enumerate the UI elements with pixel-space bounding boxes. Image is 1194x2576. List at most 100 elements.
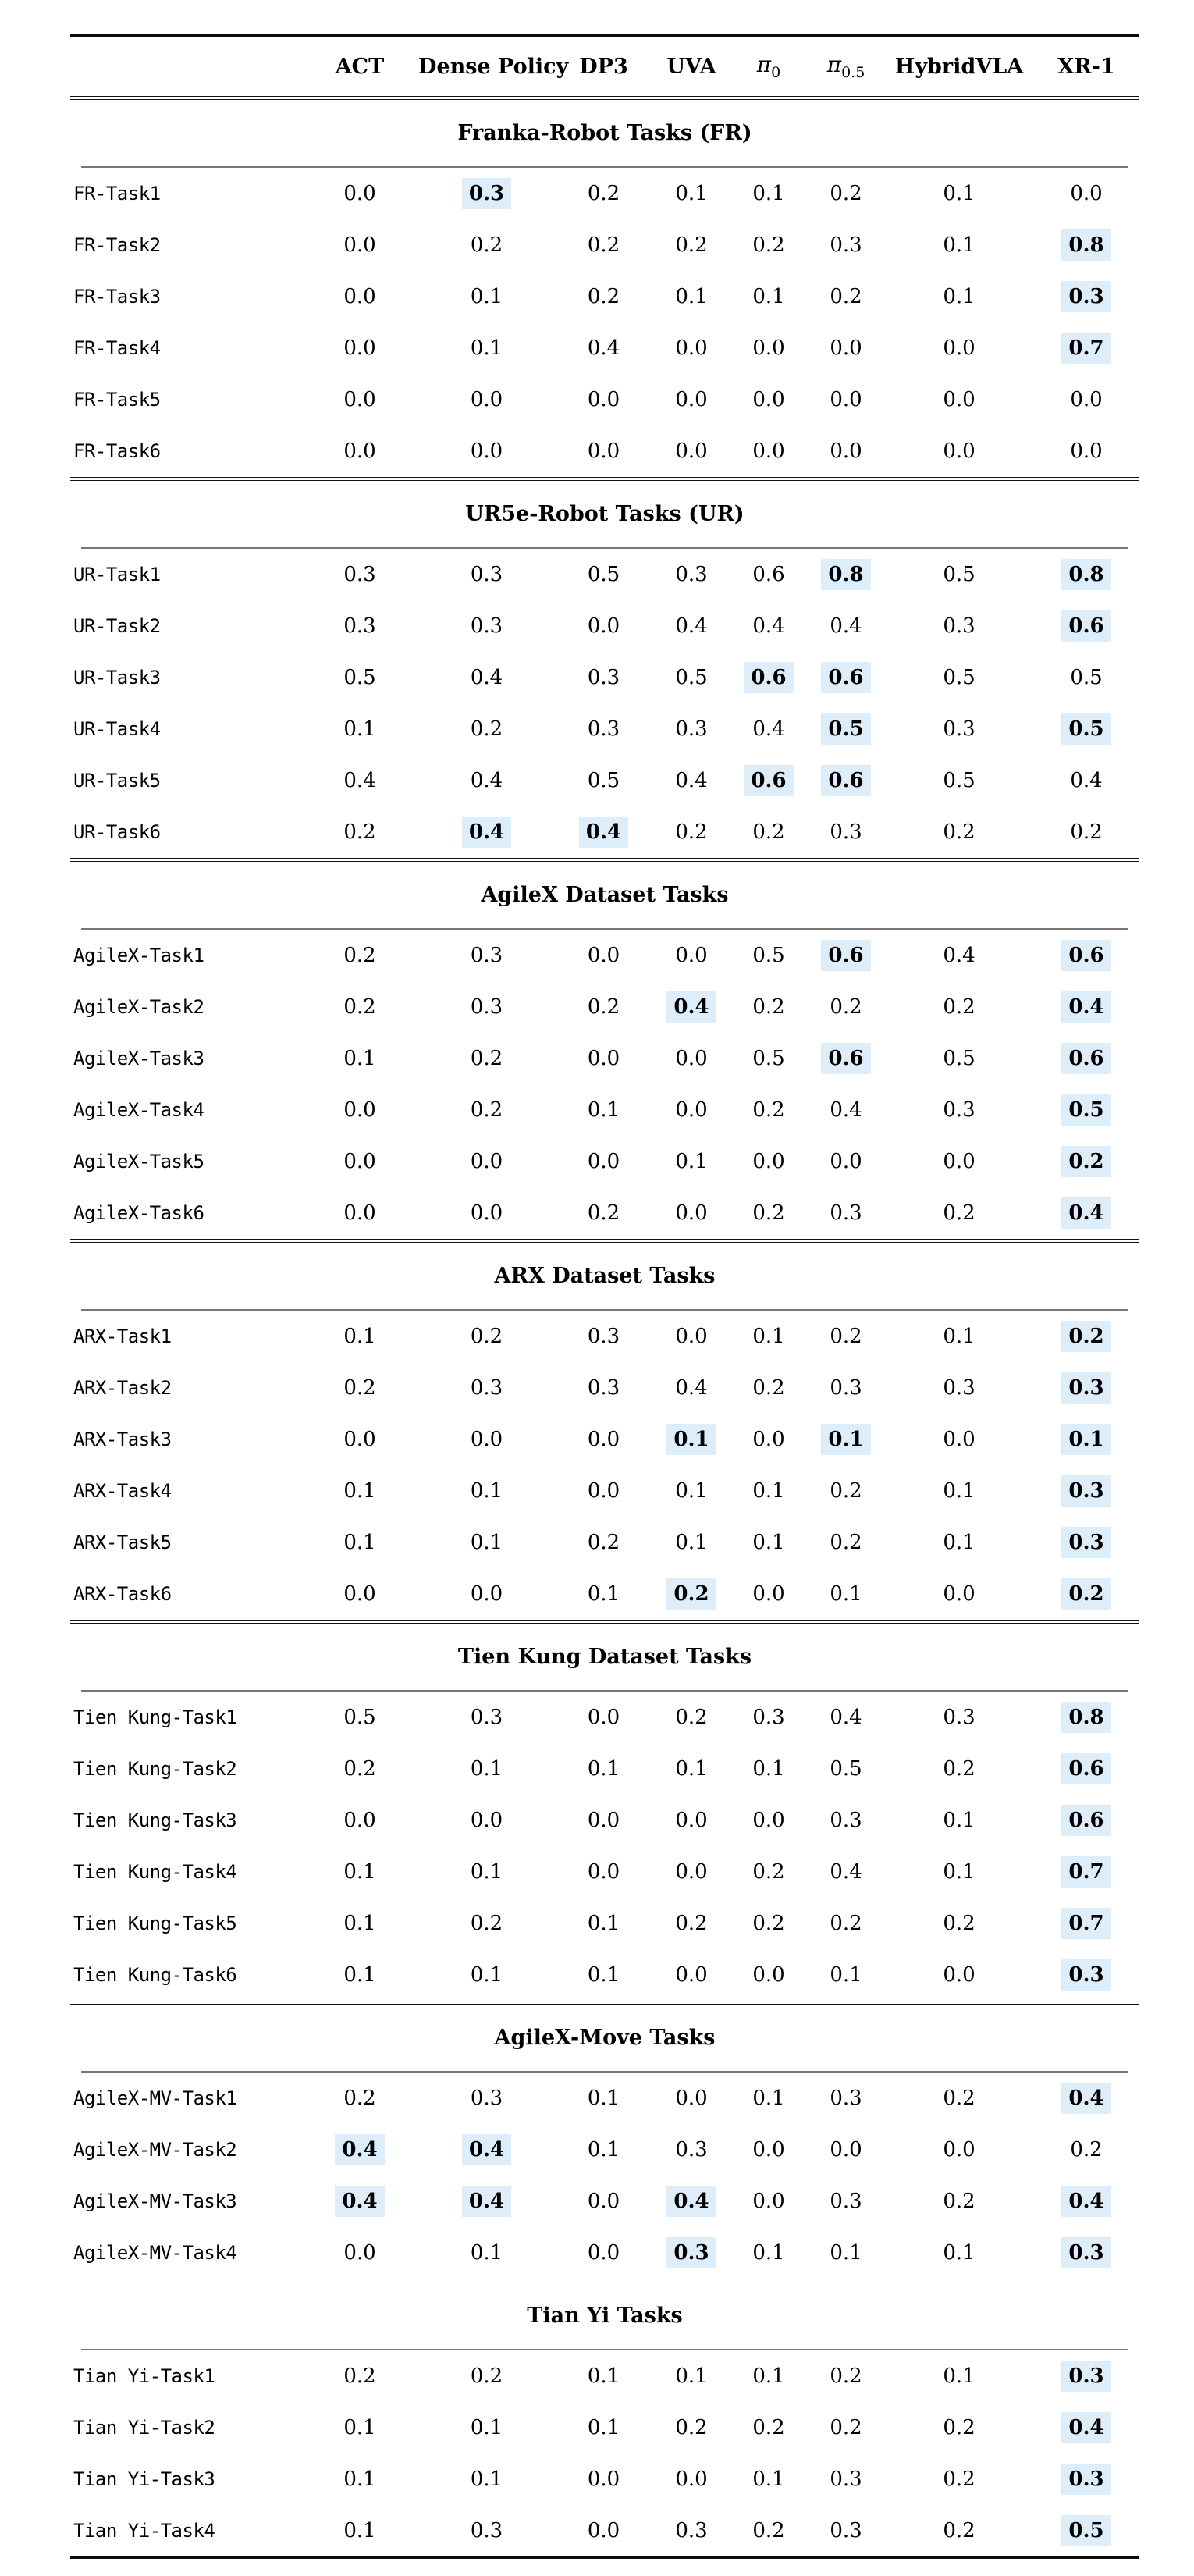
score-value: 0.3: [943, 1376, 975, 1400]
score-cell: 0.5: [730, 940, 807, 971]
task-row-tien-kung-task4: Tien Kung-Task4 0.1 0.1 0.0 0.0 0.2 0.4 0.1 0.7: [70, 1846, 1139, 1898]
score-cell: 0.1: [418, 1959, 555, 1991]
score-value-best: 0.4: [1061, 2412, 1111, 2443]
score-value: 0.3: [943, 614, 975, 638]
score-value: 0.0: [343, 1809, 376, 1832]
score-value: 0.1: [752, 2241, 785, 2265]
score-cell: 0.2: [652, 229, 730, 261]
score-value-best: 0.6: [1061, 610, 1111, 642]
score-cell: 0.2: [555, 991, 652, 1023]
score-cell: 0.0: [652, 1321, 730, 1352]
score-cell: 0.0: [301, 1146, 418, 1177]
score-cell: 0.2: [730, 2515, 807, 2546]
score-value: 0.2: [752, 233, 785, 257]
score-value: 0.0: [675, 1047, 708, 1070]
score-value: 0.1: [675, 182, 708, 205]
score-value-best: 0.3: [1061, 1959, 1111, 1991]
score-value: 0.5: [343, 1706, 376, 1729]
score-cell: 0.0: [555, 384, 652, 415]
task-row-fr-task5: FR-Task5 0.0 0.0 0.0 0.0 0.0 0.0 0.0 0.0: [70, 374, 1139, 425]
score-value-best: 0.4: [461, 2134, 512, 2165]
score-cell: 0.0: [301, 333, 418, 364]
task-label: AgileX-MV-Task3: [73, 2190, 237, 2212]
score-value: 0.3: [830, 2087, 862, 2110]
score-cell: 0.0: [301, 229, 418, 261]
score-cell: 0.1: [555, 1578, 652, 1610]
score-value: 0.1: [675, 1150, 708, 1173]
score-cell: 0.2: [301, 817, 418, 848]
score-value: 0.0: [587, 1860, 620, 1884]
score-value: 0.1: [830, 1963, 862, 1987]
score-cell: 0.1: [301, 2515, 418, 2546]
score-value: 0.3: [675, 2519, 708, 2542]
task-row-tien-kung-task5: Tien Kung-Task5 0.1 0.2 0.1 0.2 0.2 0.2 0.2 0.7: [70, 1898, 1139, 1949]
score-cell: 0.1: [730, 2464, 807, 2495]
score-cell: 0.6: [1033, 1805, 1139, 1836]
task-label: UR-Task1: [73, 564, 161, 585]
score-cell: 0.2: [555, 281, 652, 312]
score-value: 0.1: [470, 2467, 503, 2491]
score-value: 0.2: [830, 995, 862, 1019]
score-cell: 0.0: [652, 1197, 730, 1229]
score-value: 0.2: [587, 1531, 620, 1554]
score-cell: 0.2: [1033, 1321, 1139, 1352]
score-value: 0.2: [830, 2364, 862, 2388]
score-cell: 0.2: [555, 229, 652, 261]
score-cell: 0.0: [652, 1043, 730, 1074]
score-value: 0.0: [675, 2467, 708, 2491]
score-cell: 0.1: [807, 2237, 885, 2268]
score-value: 0.0: [1070, 439, 1103, 463]
score-value: 0.5: [1070, 666, 1103, 689]
benchmark-results-table: ACT Dense Policy DP3 UVA π0 π0.5 HybridVLA XR-1…: [70, 34, 1139, 2559]
score-cell: 0.4: [652, 765, 730, 796]
score-cell: 0.5: [807, 713, 885, 745]
score-cell: 0.2: [1033, 2134, 1139, 2165]
score-cell: 0.6: [1033, 940, 1139, 971]
score-value: 0.0: [675, 439, 708, 463]
score-cell: 0.2: [652, 1578, 730, 1610]
score-cell: 0.1: [301, 1475, 418, 1507]
score-cell: 0.7: [1033, 1908, 1139, 1939]
score-cell: 0.1: [807, 1578, 885, 1610]
score-cell: 0.4: [652, 991, 730, 1023]
task-row-agilex-task6: AgileX-Task6 0.0 0.0 0.2 0.0 0.2 0.3 0.2 0.4: [70, 1187, 1139, 1239]
score-cell: 0.3: [1033, 1959, 1139, 1991]
score-value: 0.4: [830, 614, 862, 638]
section-separator-rule: [70, 477, 1139, 481]
score-cell: 0.0: [730, 1424, 807, 1455]
score-cell: 0.1: [652, 178, 730, 209]
score-cell: 0.0: [1033, 436, 1139, 467]
score-value: 0.2: [830, 1912, 862, 1935]
score-cell: 0.6: [730, 559, 807, 590]
score-cell: 0.4: [730, 610, 807, 642]
score-cell: 0.2: [1033, 1146, 1139, 1177]
score-cell: 0.1: [301, 1321, 418, 1352]
task-label: ARX-Task3: [73, 1429, 172, 1450]
task-row-tien-kung-task6: Tien Kung-Task6 0.1 0.1 0.1 0.0 0.0 0.1 0.0 0.3: [70, 1949, 1139, 2001]
score-value-best: 0.6: [821, 1043, 871, 1074]
task-label: FR-Task4: [73, 337, 161, 359]
score-cell: 0.0: [807, 1146, 885, 1177]
table-top-rule: [70, 34, 1139, 37]
score-value-best: 0.5: [1061, 1094, 1111, 1126]
score-cell: 0.1: [652, 281, 730, 312]
score-cell: 0.2: [885, 2083, 1033, 2114]
score-cell: 0.0: [807, 333, 885, 364]
score-cell: 0.7: [1033, 1856, 1139, 1888]
score-value: 0.2: [343, 1757, 376, 1781]
score-value: 0.2: [343, 820, 376, 844]
score-cell: 0.1: [885, 1527, 1033, 1558]
score-cell: 0.6: [730, 662, 807, 693]
score-cell: 0.3: [807, 1372, 885, 1404]
task-label: FR-Task2: [73, 234, 161, 256]
score-cell: 0.0: [418, 1146, 555, 1177]
score-cell: 0.2: [730, 817, 807, 848]
score-value: 0.3: [587, 1325, 620, 1348]
score-cell: 0.1: [301, 2464, 418, 2495]
score-value-best: 0.1: [666, 1424, 716, 1455]
score-cell: 0.1: [730, 2083, 807, 2114]
score-value: 0.3: [470, 614, 503, 638]
score-value: 0.1: [943, 1325, 975, 1348]
score-value: 0.3: [830, 2467, 862, 2491]
score-value-best: 0.6: [1061, 1753, 1111, 1784]
